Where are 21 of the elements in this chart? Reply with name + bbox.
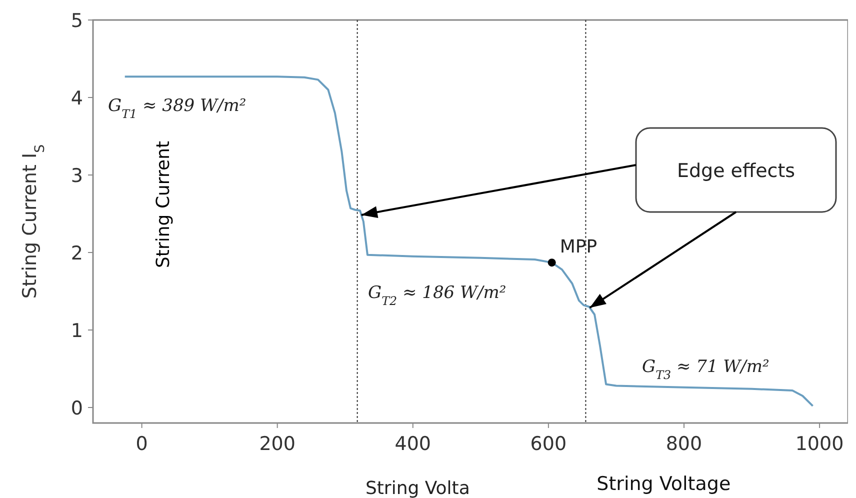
y-tick-label: 1	[70, 320, 83, 342]
y-tick-label: 2	[70, 242, 83, 264]
x-tick-label: 1000	[795, 433, 844, 455]
x-tick-label: 400	[394, 433, 432, 455]
y-tick-label: 5	[70, 10, 83, 32]
text: String Volta	[365, 478, 470, 498]
y-tick-label: 4	[70, 88, 83, 110]
annotation: G$_{T3}$ ≈ 71 W/m²	[642, 357, 770, 382]
x-tick-label: 200	[259, 433, 296, 455]
annotation: G$_{T1}$ ≈ 389 W/m²	[108, 96, 246, 121]
annotation: G$_{T2}$ ≈ 186 W/m²	[368, 283, 506, 308]
annotation: MPP	[560, 236, 598, 258]
x-axis-title: String Voltage	[596, 473, 731, 495]
x-tick-label: 0	[136, 433, 148, 455]
x-tick-label: 600	[530, 433, 567, 455]
y-tick-label: 3	[70, 165, 83, 187]
y-tick-label: 0	[70, 398, 83, 420]
annotation: Edge effects	[676, 160, 796, 182]
x-tick-label: 800	[666, 433, 702, 455]
annotation: String Current	[152, 140, 174, 268]
line-series	[124, 76, 814, 407]
